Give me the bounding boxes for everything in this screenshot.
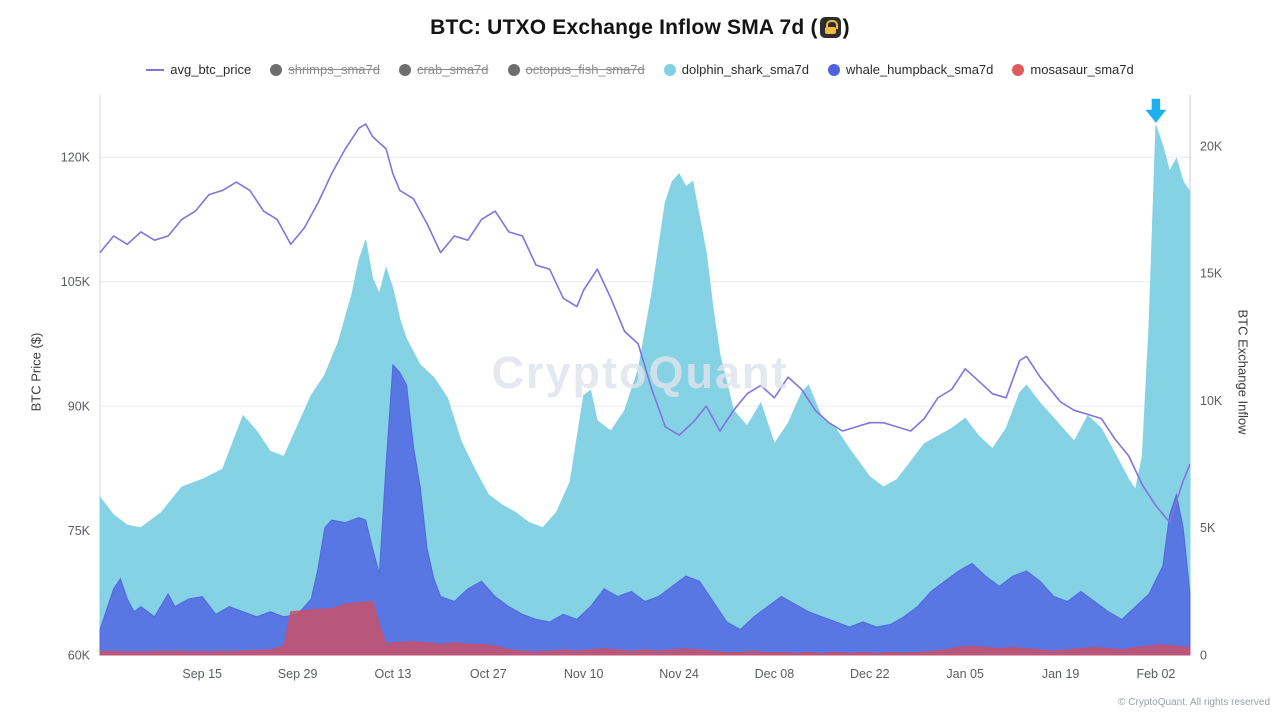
legend-item-mosasaur[interactable]: mosasaur_sma7d [1012,62,1134,77]
area-dolphin_shark_sma7d [99,125,1191,656]
chart-title: BTC: UTXO Exchange Inflow SMA 7d () [0,16,1280,40]
y-left-tick-label: 60K [68,649,91,663]
y-left-tick-label: 120K [61,151,91,165]
chart-title-paren: ) [842,16,850,39]
legend-label: octopus_fish_sma7d [525,62,645,77]
legend-label: mosasaur_sma7d [1030,62,1134,77]
legend-label: avg_btc_price [170,62,252,77]
y-left-tick-label: 105K [61,275,91,289]
copyright-notice: © CryptoQuant. All rights reserved [1118,697,1270,708]
y-axis-title-left: BTC Price ($) [28,332,44,412]
legend-item-avg-btc-price[interactable]: avg_btc_price [146,62,251,77]
x-tick-label: Sep 15 [182,667,222,681]
dot-marker-icon [507,63,520,76]
y-right-tick-label: 0 [1200,649,1207,663]
dot-marker-icon [663,63,676,76]
x-tick-label: Feb 02 [1136,667,1175,681]
x-tick-label: Oct 27 [470,667,507,681]
y-right-tick-label: 5K [1200,521,1216,535]
lock-icon [819,17,841,38]
legend-item-dolphin-shark[interactable]: dolphin_shark_sma7d [663,62,809,77]
x-tick-label: Jan 19 [1042,667,1080,681]
y-right-tick-label: 15K [1200,267,1223,281]
legend-item-shrimps[interactable]: shrimps_sma7d [270,62,380,77]
x-tick-label: Oct 13 [374,667,411,681]
area-mosasaur_sma7d [99,600,1191,656]
line-marker-icon [146,68,165,71]
y-right-tick-label: 10K [1200,394,1223,408]
x-tick-label: Dec 08 [755,667,795,681]
y-right-tick-label: 20K [1200,139,1223,153]
area-whale_humpback_sma7d [99,363,1191,656]
legend-label: whale_humpback_sma7d [845,62,994,77]
chart-title-text: BTC: UTXO Exchange Inflow SMA 7d ( [430,16,818,39]
legend-item-octopus-fish[interactable]: octopus_fish_sma7d [507,62,645,77]
x-tick-label: Sep 29 [278,667,318,681]
arrow-down-marker [1142,97,1170,126]
dot-marker-icon [398,63,411,76]
legend-label: dolphin_shark_sma7d [681,62,809,77]
dot-marker-icon [827,63,840,76]
x-tick-label: Nov 10 [564,667,604,681]
legend-label: shrimps_sma7d [288,62,380,77]
y-axis-title-right: BTC Exchange Inflow [1235,309,1251,435]
legend-label: crab_sma7d [416,62,489,77]
dot-marker-icon [1012,63,1025,76]
dot-marker-icon [270,63,283,76]
y-left-tick-label: 75K [68,524,91,538]
x-tick-label: Nov 24 [659,667,699,681]
chart-legend: avg_btc_price shrimps_sma7d crab_sma7d o… [0,62,1280,77]
legend-item-whale-humpback[interactable]: whale_humpback_sma7d [827,62,994,77]
line-avg_btc_price [99,123,1191,524]
legend-item-crab[interactable]: crab_sma7d [398,62,489,77]
x-tick-label: Jan 05 [946,667,984,681]
x-tick-label: Dec 22 [850,667,890,681]
y-left-tick-label: 90K [68,400,91,414]
